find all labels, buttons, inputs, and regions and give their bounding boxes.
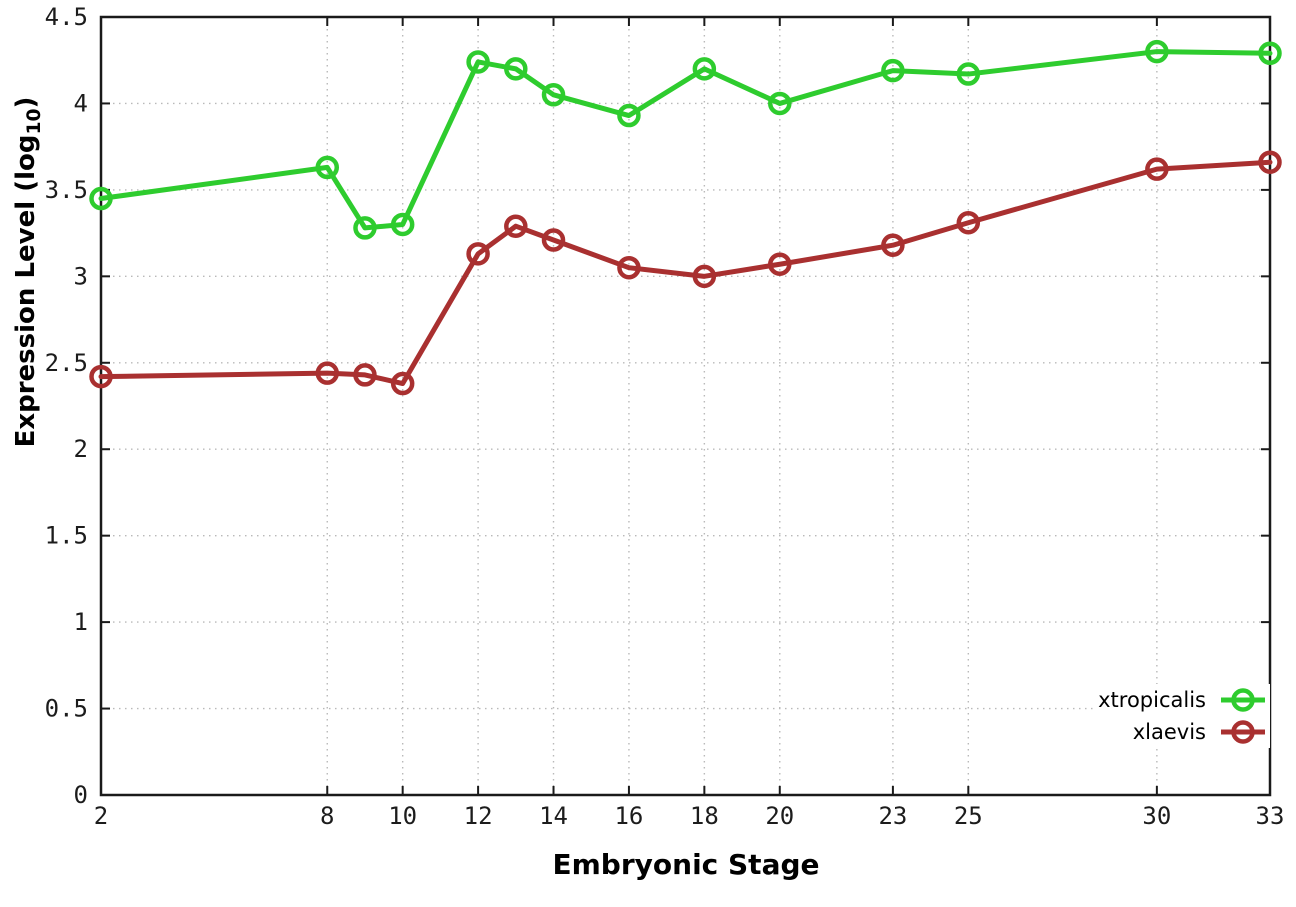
data-point-xlaevis [466,242,490,266]
y-tick-label: 2 [74,435,88,463]
legend-row-xtropicalis: xtropicalis [1098,684,1268,716]
x-tick-label: 8 [320,802,334,830]
x-tick-label: 18 [690,802,719,830]
x-tick-label: 10 [388,802,417,830]
data-point-xtropicalis [692,57,717,81]
data-point-xtropicalis [1258,41,1282,66]
data-point-xlaevis [956,210,981,235]
y-tick-label: 3 [74,262,88,290]
x-tick-label: 30 [1142,802,1171,830]
data-point-xlaevis [541,228,566,252]
data-point-xlaevis [390,371,415,396]
data-point-xtropicalis [315,155,340,180]
legend: xtropicalis xlaevis [1096,684,1270,748]
legend-label-xlaevis: xlaevis [1132,720,1206,744]
data-point-xtropicalis [466,50,490,74]
y-tick-label: 4.5 [45,3,88,31]
data-point-xtropicalis [390,212,415,237]
y-axis-label: Expression Level (log10) [11,97,45,448]
y-tick-label: 1.5 [45,522,88,550]
data-point-xtropicalis [541,83,566,107]
data-point-xtropicalis [768,91,792,116]
y-tick-label: 2.5 [45,349,88,377]
data-point-xlaevis [768,252,792,276]
x-tick-label: 16 [614,802,643,830]
x-tick-label: 2 [94,802,108,830]
x-tick-label: 23 [878,802,907,830]
data-point-xtropicalis [1145,39,1169,64]
y-tick-label: 0 [74,781,88,809]
data-point-xtropicalis [353,216,377,240]
xtropicalis-legend-marker-icon [1221,688,1265,712]
y-tick-label: 1 [74,608,88,636]
x-tick-label: 20 [765,802,794,830]
y-tick-label: 3.5 [45,176,88,204]
data-point-xtropicalis [504,57,528,81]
legend-label-xtropicalis: xtropicalis [1098,688,1206,712]
y-axis-label-text: Expression Level (log [10,134,41,448]
x-axis-label: Embryonic Stage [552,848,820,881]
data-point-xtropicalis [956,62,981,86]
data-point-xlaevis [504,214,528,238]
data-point-xtropicalis [881,58,905,83]
y-tick-label: 0.5 [45,695,88,723]
data-point-xlaevis [89,364,113,389]
data-point-xlaevis [617,255,641,280]
y-axis-label-subscript: 10 [24,108,46,135]
series-line-xlaevis [98,159,1273,387]
legend-row-xlaevis: xlaevis [1133,716,1268,748]
plot-border [99,15,1272,797]
y-axis-label-close: ) [10,96,41,109]
x-tick-label: 33 [1256,802,1285,830]
x-tick-label: 14 [539,802,568,830]
x-tick-label: 12 [464,802,493,830]
x-tick-label: 25 [954,802,983,830]
data-point-xlaevis [1258,150,1282,174]
data-point-xlaevis [692,264,717,289]
data-point-xtropicalis [89,186,113,211]
data-point-xlaevis [353,363,377,387]
data-point-xlaevis [315,361,340,385]
data-point-xlaevis [1145,157,1169,181]
data-point-xlaevis [881,233,905,257]
xlaevis-legend-marker-icon [1221,720,1265,744]
y-tick-label: 4 [74,89,88,117]
data-point-xtropicalis [617,103,641,128]
series-line-xtropicalis [98,49,1273,231]
